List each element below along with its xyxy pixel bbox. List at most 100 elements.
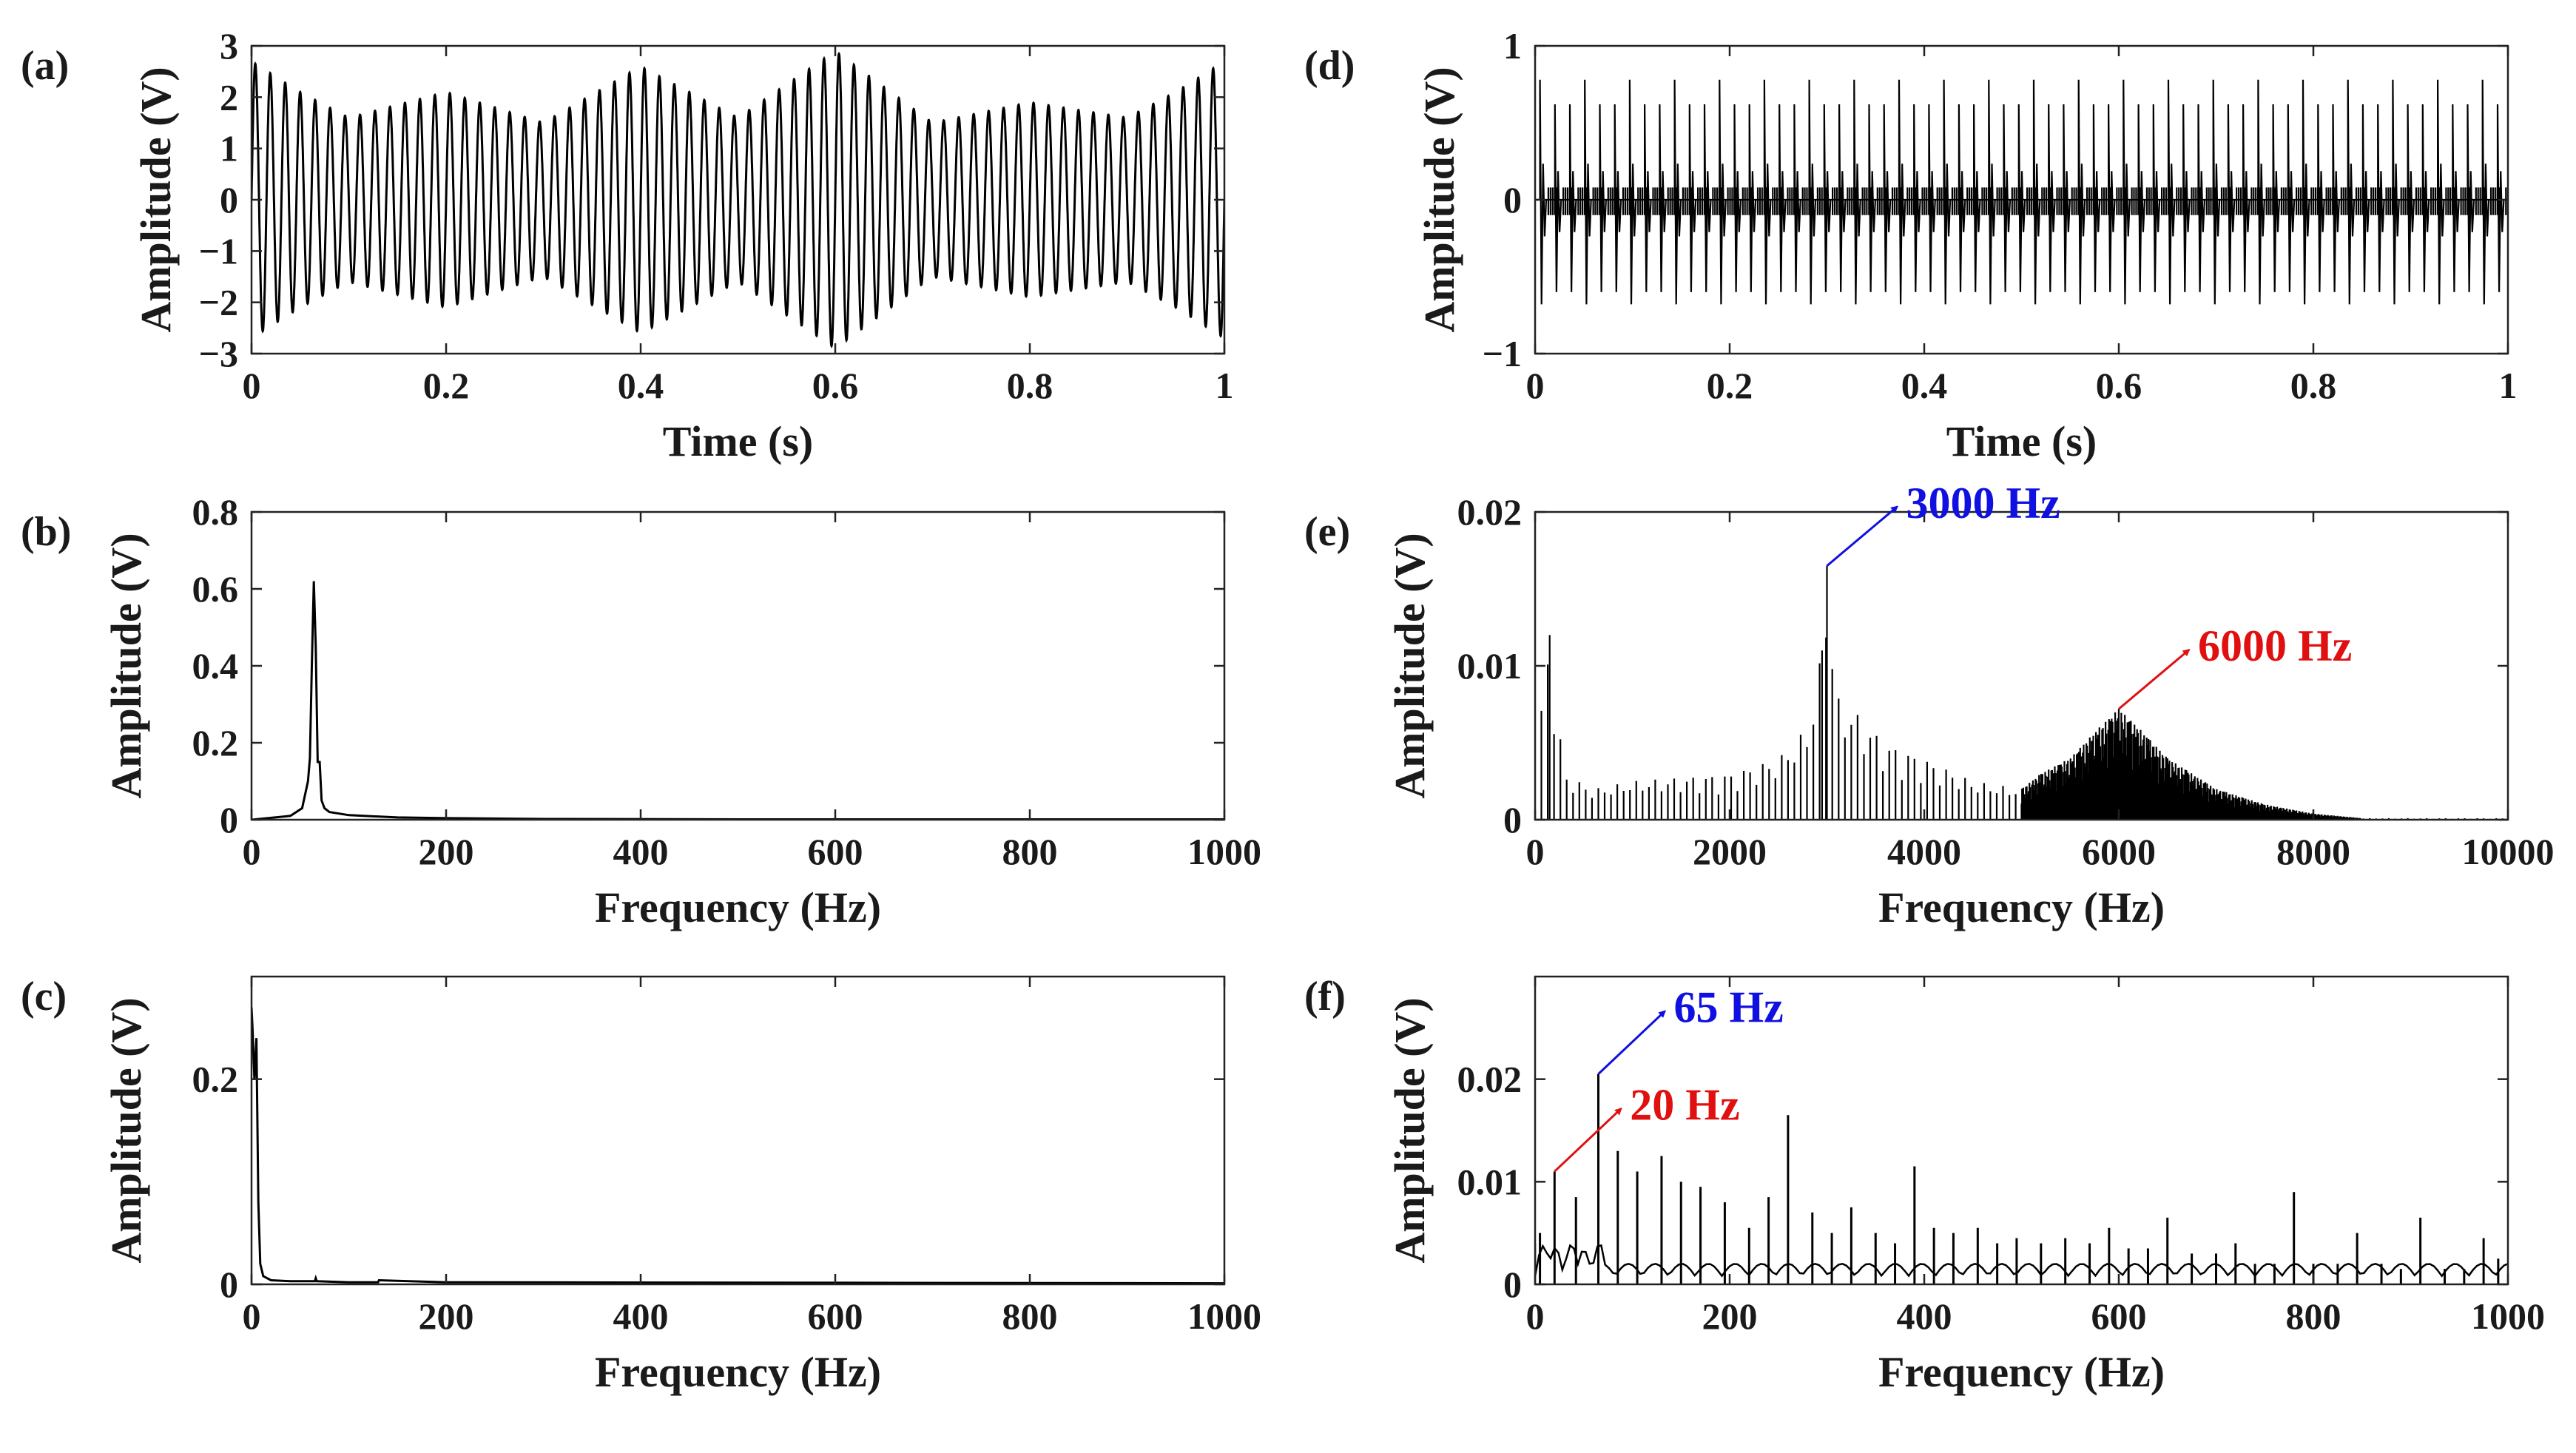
y-tick-label: 0.2 (192, 722, 239, 763)
series-spectrum-lines (1540, 565, 2503, 820)
panel-label: (d) (1304, 43, 1355, 89)
series-line-spectrum (252, 1007, 1224, 1284)
x-tick-label: 10000 (2462, 831, 2555, 872)
x-tick-label: 0 (243, 365, 261, 406)
x-tick-label: 0.2 (1707, 365, 1753, 406)
panel-b: 0 200 400 600 800 1000 0 0.2 0.4 0.6 0.8 Frequency … (21, 491, 1261, 931)
annotation-label: 6000 Hz (2198, 621, 2352, 670)
y-tick-label: 0 (1503, 799, 1522, 840)
y-tick-label: 0 (1503, 179, 1522, 220)
x-tick-label: 600 (808, 831, 863, 872)
x-tick-label: 800 (1002, 831, 1058, 872)
y-tick-label: 2 (220, 76, 238, 118)
panel-label: (c) (21, 974, 67, 1019)
y-tick-label: 3 (220, 25, 238, 67)
axes-box-e (1534, 510, 2509, 821)
x-tick-label: 0 (1526, 1295, 1545, 1337)
y-axis-label: Amplitude (V) (1415, 67, 1463, 332)
y-tick-label: −1 (199, 230, 239, 272)
panel-label: (b) (21, 509, 71, 555)
x-axis-label: Frequency (Hz) (595, 1348, 881, 1396)
x-tick-label: 0.4 (618, 365, 664, 406)
annotation-arrow (1597, 1010, 1666, 1075)
x-tick-label: 4000 (1887, 831, 1961, 872)
y-tick-label: −2 (199, 282, 239, 323)
axes-box-c (250, 975, 1226, 1286)
y-tick-label: 0 (220, 799, 238, 840)
x-tick-label: 6000 (2082, 831, 2156, 872)
x-tick-label: 0.2 (423, 365, 470, 406)
x-tick-label: 0.4 (1901, 365, 1948, 406)
x-tick-label: 2000 (1693, 831, 1767, 872)
y-tick-label: 0.01 (1457, 1161, 1523, 1202)
panel-c: 0 200 400 600 800 1000 0 0.2 Frequency (Hz) Ampli… (21, 974, 1261, 1396)
x-tick-label: 600 (2091, 1295, 2147, 1337)
y-tick-label: 0.4 (192, 645, 239, 687)
plot-area-a (252, 51, 1224, 348)
x-tick-label: 400 (1897, 1295, 1952, 1337)
annotation-arrow (2118, 648, 2191, 710)
plot-area-d (1535, 79, 2508, 305)
y-tick-label: 0 (1503, 1264, 1522, 1305)
series-line-spectrum (252, 581, 1224, 820)
panel-label: (f) (1304, 974, 1346, 1019)
x-tick-label: 800 (2286, 1295, 2341, 1337)
y-tick-label: 0.2 (192, 1059, 239, 1100)
plot-area-b (252, 581, 1224, 820)
y-axis-label: Amplitude (V) (102, 997, 150, 1263)
y-axis-label: Amplitude (V) (132, 67, 180, 332)
series-line-signal (252, 51, 1224, 348)
x-tick-label: 200 (1702, 1295, 1758, 1337)
panel-label: (a) (21, 43, 69, 89)
x-tick-label: 600 (808, 1295, 863, 1337)
x-tick-label: 0 (1526, 365, 1545, 406)
y-axis-label: Amplitude (V) (102, 533, 150, 798)
y-axis-label: Amplitude (V) (1386, 533, 1434, 798)
y-tick-label: 0 (220, 1264, 238, 1305)
annotation-label: 3000 Hz (1906, 479, 2060, 527)
y-tick-label: 0.8 (192, 491, 239, 533)
y-tick-label: 0.02 (1457, 1059, 1523, 1100)
x-tick-label: 1000 (1187, 831, 1261, 872)
x-tick-label: 0.6 (2096, 365, 2142, 406)
x-axis-label: Time (s) (1946, 417, 2097, 465)
panel-a: 0 0.2 0.4 0.6 0.8 1 −3 −2 −1 0 1 2 3 Time (s) Amplitud… (21, 25, 1234, 465)
x-tick-label: 400 (613, 1295, 669, 1337)
annotation-arrow (1554, 1108, 1622, 1173)
y-tick-label: 0.01 (1457, 645, 1523, 687)
y-tick-label: 1 (220, 128, 238, 169)
panel-e: 0 2000 4000 6000 8000 10000 0 0.01 0.02 Frequency… (1304, 479, 2555, 931)
panel-label: (e) (1304, 509, 1350, 555)
x-tick-label: 800 (1002, 1295, 1058, 1337)
annotation-label: 65 Hz (1673, 983, 1783, 1032)
series-baseline (1535, 1243, 2508, 1278)
x-tick-label: 0.8 (1007, 365, 1053, 406)
x-axis-label: Frequency (Hz) (1878, 1348, 2165, 1396)
x-tick-label: 1 (2499, 365, 2518, 406)
x-tick-label: 200 (419, 1295, 474, 1337)
series-impulses (1535, 79, 2508, 305)
x-tick-label: 0 (243, 831, 261, 872)
x-tick-label: 0 (1526, 831, 1545, 872)
annotation-arrow (1826, 505, 1899, 567)
x-axis-label: Time (s) (663, 417, 814, 465)
x-tick-label: 1000 (1187, 1295, 1261, 1337)
x-tick-label: 400 (613, 831, 669, 872)
y-tick-label: 1 (1503, 25, 1522, 67)
x-tick-label: 1000 (2471, 1295, 2545, 1337)
x-tick-label: 8000 (2276, 831, 2350, 872)
plot-area-c (252, 1007, 1224, 1284)
x-tick-label: 0.6 (812, 365, 859, 406)
x-axis-label: Frequency (Hz) (595, 883, 881, 931)
y-tick-label: −3 (199, 333, 239, 374)
y-tick-label: −1 (1483, 333, 1523, 374)
x-axis-label: Frequency (Hz) (1878, 883, 2165, 931)
x-tick-label: 0.8 (2290, 365, 2337, 406)
panel-f: 0 200 400 600 800 1000 0 0.01 0.02 Frequency (Hz)… (1304, 974, 2545, 1396)
x-tick-label: 0 (243, 1295, 261, 1337)
x-tick-label: 1 (1215, 365, 1234, 406)
y-tick-label: 0.02 (1457, 491, 1523, 533)
axes-box-f (1534, 975, 2509, 1286)
